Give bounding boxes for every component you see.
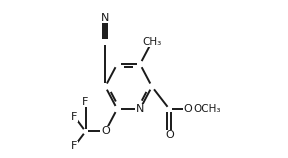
- Text: O: O: [101, 126, 110, 137]
- Text: F: F: [71, 112, 78, 122]
- Text: OCH₃: OCH₃: [194, 104, 221, 114]
- Text: F: F: [71, 141, 78, 151]
- Text: N: N: [101, 13, 109, 23]
- Text: O: O: [183, 104, 192, 114]
- Text: O: O: [165, 130, 174, 140]
- Text: N: N: [136, 104, 144, 114]
- Text: F: F: [82, 97, 89, 107]
- Text: CH₃: CH₃: [142, 37, 162, 47]
